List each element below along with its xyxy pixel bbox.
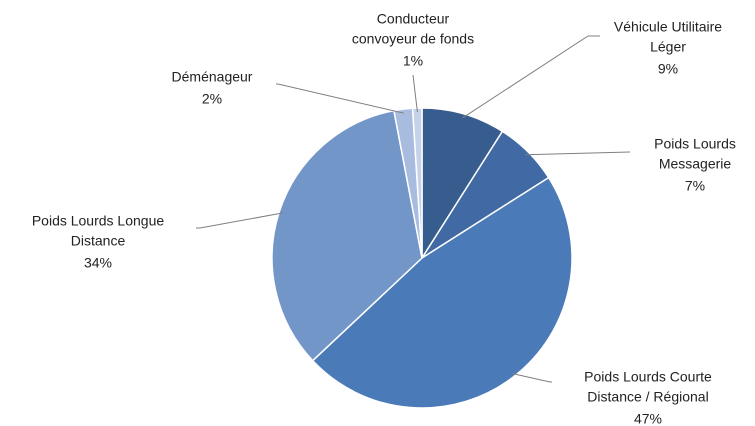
slice-label: Poids Lourds <box>654 136 736 152</box>
leader-line <box>412 74 418 113</box>
value-label: 47% <box>634 411 662 426</box>
leader-line <box>511 372 552 383</box>
slice-label: convoyeur de fonds <box>352 31 474 47</box>
slice-label: Messagerie <box>659 156 732 172</box>
leader-line <box>525 151 631 156</box>
pie-slice <box>421 107 504 261</box>
value-label: 2% <box>202 91 222 107</box>
pie-slice <box>271 109 423 362</box>
slice-label: Conducteur <box>377 11 450 27</box>
value-label: 34% <box>84 255 112 271</box>
leader-line <box>276 83 404 114</box>
value-label: 1% <box>403 53 423 69</box>
slice-label: Léger <box>650 39 686 55</box>
pie-slice <box>311 176 573 409</box>
slice-label: Poids Lourds Longue <box>32 213 165 229</box>
slice-label: Distance / Régional <box>587 389 708 405</box>
slice-label: Poids Lourds Courte <box>584 369 712 385</box>
value-label: 9% <box>658 61 678 77</box>
slice-label: Déménageur <box>172 69 253 85</box>
leader-line <box>462 35 600 119</box>
slice-label: Véhicule Utilitaire <box>614 19 722 35</box>
value-label: 7% <box>685 178 705 194</box>
slice-label: Distance <box>71 233 126 249</box>
leader-line <box>196 212 284 229</box>
